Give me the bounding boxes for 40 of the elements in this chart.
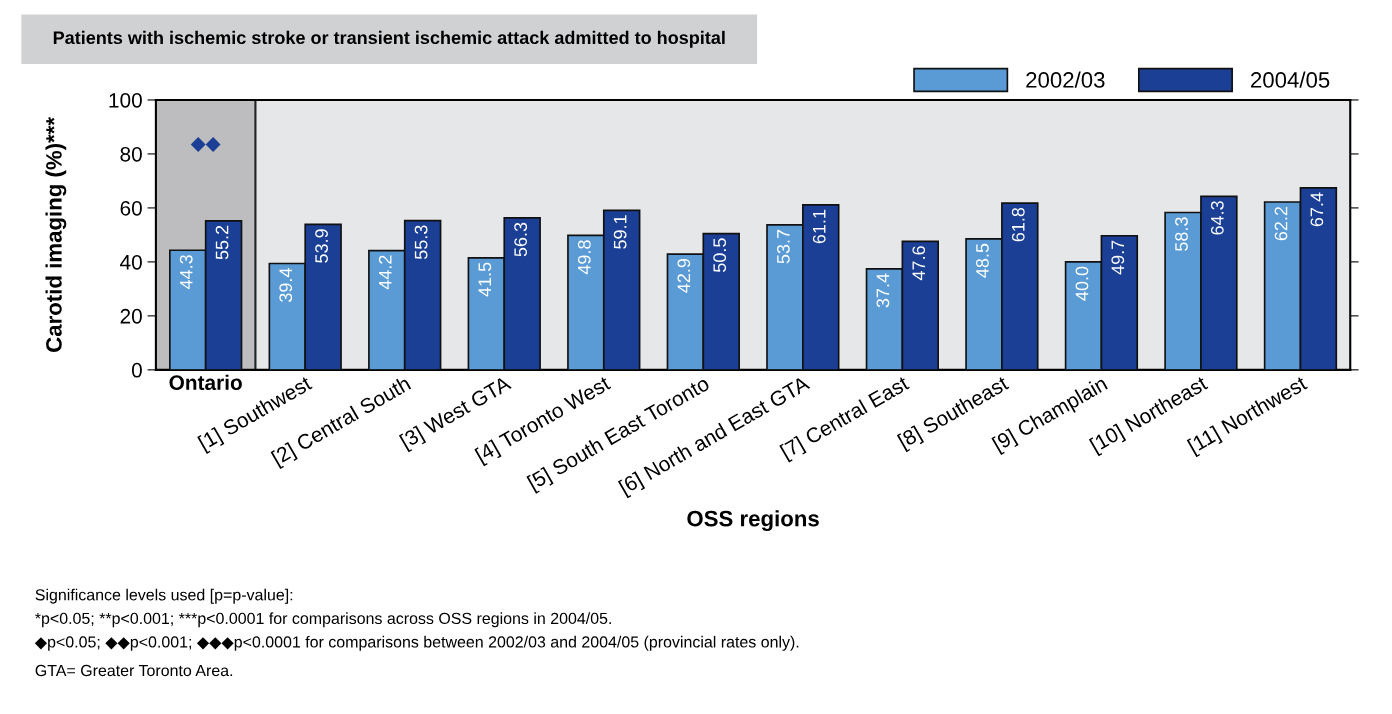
y-tick-label: 80 xyxy=(120,146,142,162)
data-label: 40.0 xyxy=(1075,266,1089,301)
text: *p<0.05; **p<0.001; ***p<0.0001 for comparisons across OSS regions in 2004/05. xyxy=(35,612,611,628)
data-label: 44.2 xyxy=(378,255,392,290)
y-tick-label: 60 xyxy=(120,200,142,216)
data-label: 42.9 xyxy=(677,258,691,293)
data-label: 55.3 xyxy=(414,225,428,260)
data-label: 39.4 xyxy=(279,268,293,303)
chart-title: Patients with ischemic stroke or transient ischemic attack admitted to hospital xyxy=(53,30,725,48)
data-label: 47.6 xyxy=(912,246,926,281)
data-label: 59.1 xyxy=(613,215,627,249)
data-label: 53.9 xyxy=(315,229,328,263)
data-label: 61.8 xyxy=(1011,207,1025,242)
legend-label: 2002/03 xyxy=(1026,71,1105,88)
data-label: 61.1 xyxy=(812,209,826,244)
annotation: ◆◆ xyxy=(190,137,221,152)
data-label: 49.7 xyxy=(1111,240,1125,275)
data-label: 48.5 xyxy=(976,243,989,278)
text: Significance levels used [p=p-value]: xyxy=(35,588,293,604)
data-label: 67.4 xyxy=(1310,192,1324,227)
y-tick-label: 20 xyxy=(120,308,142,324)
data-label: 53.7 xyxy=(776,229,790,264)
data-label: 64.3 xyxy=(1210,201,1224,235)
data-label: 44.3 xyxy=(179,255,193,290)
data-label: 37.4 xyxy=(876,273,890,308)
y-axis-title: Carotid imaging (%)*** xyxy=(45,117,67,352)
y-tick-label: 100 xyxy=(109,92,142,108)
data-label: 62.2 xyxy=(1274,206,1288,241)
data-label: 49.8 xyxy=(577,240,591,275)
data-label: 56.3 xyxy=(514,222,528,257)
data-label: 58.3 xyxy=(1175,217,1188,251)
data-label: 55.2 xyxy=(215,225,229,260)
text: ◆p<0.05; ◆◆p<0.001; ◆◆◆p<0.0001 for comparisons between 2002/03 and 2004/05 (provincial rates only). xyxy=(34,635,799,651)
legend-label: 2004/05 xyxy=(1251,71,1330,88)
y-tick-label: 40 xyxy=(120,254,142,270)
data-label: 41.5 xyxy=(478,262,492,297)
data-label: 50.5 xyxy=(713,238,727,273)
y-tick-label: 0 xyxy=(131,362,142,378)
text: GTA= Greater Toronto Area. xyxy=(35,664,233,677)
x-axis-title: OSS regions xyxy=(687,510,819,531)
